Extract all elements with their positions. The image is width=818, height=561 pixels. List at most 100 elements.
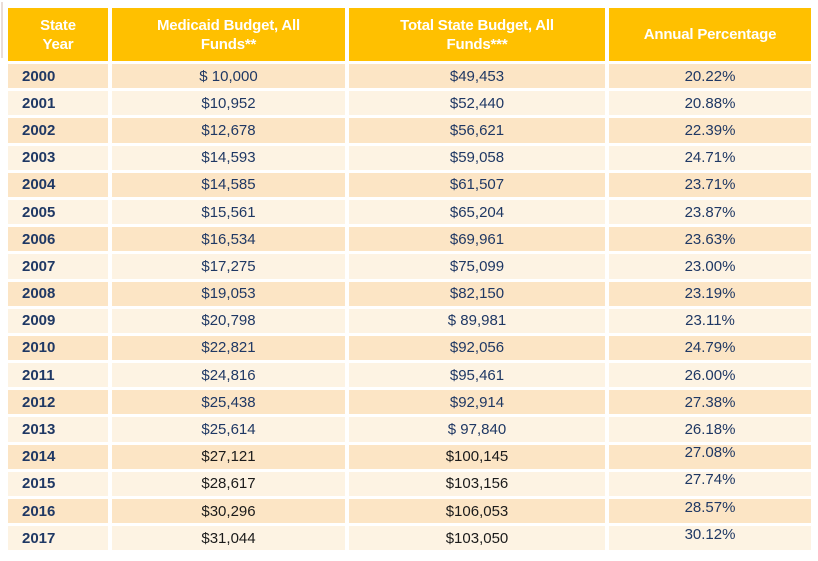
medicaid-budget-cell: $16,534	[112, 227, 345, 252]
header-row: State Year Medicaid Budget, All Funds** …	[8, 8, 811, 61]
annual-percentage-cell: 23.87%	[609, 199, 811, 225]
annual-percentage-cell-text: 24.71%	[684, 149, 736, 167]
total-budget-cell-text: $69,961	[449, 230, 505, 248]
total-budget-cell-text: $56,621	[449, 121, 505, 139]
table-row: 2009 $20,798 $ 89,981 23.11%	[8, 308, 811, 333]
total-budget-cell: $103,156	[349, 471, 605, 496]
medicaid-budget-cell-text: $12,678	[201, 121, 256, 139]
year-cell: 2003	[8, 145, 108, 170]
year-cell-text: 2009	[22, 312, 56, 330]
total-budget-cell-text: $92,914	[449, 393, 505, 411]
medicaid-budget-cell: $25,614	[112, 417, 345, 442]
year-cell-text: 2012	[22, 393, 56, 411]
total-budget-cell-text: $82,150	[449, 285, 505, 303]
table-body: 2000 $ 10,000 $49,453 20.22% 2001 $10,952 $52,…	[8, 64, 811, 551]
annual-percentage-cell: 20.22%	[609, 64, 811, 89]
annual-percentage-cell-text: 23.00%	[684, 257, 736, 275]
year-cell: 2007	[8, 254, 108, 279]
year-cell-text: 2006	[22, 230, 56, 248]
annual-percentage-cell-text: 28.57%	[684, 498, 736, 516]
total-budget-cell-text: $106,053	[445, 502, 509, 520]
year-cell-text: 2000	[22, 67, 56, 85]
total-budget-cell-text: $ 89,981	[447, 312, 507, 330]
table-row: 2014 $27,121 $100,145 27.08%	[8, 444, 811, 469]
total-budget-cell: $82,150	[349, 281, 605, 306]
medicaid-budget-cell: $28,617	[112, 471, 345, 496]
year-cell: 2000	[8, 64, 108, 89]
budget-table: State Year Medicaid Budget, All Funds** …	[4, 5, 815, 553]
table-row: 2004 $14,585 $61,507 23.71%	[8, 172, 811, 197]
table-row: 2002 $12,678 $56,621 22.39%	[8, 118, 811, 143]
annual-percentage-cell: 20.88%	[609, 91, 811, 116]
medicaid-budget-cell-text: $20,798	[201, 312, 256, 330]
medicaid-budget-cell: $15,561	[112, 199, 345, 225]
year-cell-text: 2007	[22, 257, 56, 275]
table-row: 2005 $15,561 $65,204 23.87%	[8, 199, 811, 225]
annual-percentage-cell-text: 23.87%	[684, 203, 736, 221]
medicaid-budget-cell: $14,585	[112, 172, 345, 197]
year-cell: 2001	[8, 91, 108, 116]
year-cell: 2002	[8, 118, 108, 143]
table-row: 2012 $25,438 $92,914 27.38%	[8, 390, 811, 415]
medicaid-budget-cell: $ 10,000	[112, 64, 345, 89]
year-cell: 2017	[8, 526, 108, 551]
year-cell: 2008	[8, 281, 108, 306]
annual-percentage-cell-text: 26.00%	[684, 366, 736, 384]
table-row: 2010 $22,821 $92,056 24.79%	[8, 335, 811, 361]
total-budget-cell: $ 97,840	[349, 417, 605, 442]
medicaid-budget-cell: $12,678	[112, 118, 345, 143]
year-cell: 2012	[8, 390, 108, 415]
year-cell-text: 2004	[22, 176, 56, 194]
medicaid-budget-cell-text: $28,617	[201, 475, 256, 493]
medicaid-budget-cell-text: $30,296	[201, 502, 256, 520]
total-budget-cell-text: $65,204	[449, 203, 505, 221]
total-budget-cell: $92,056	[349, 335, 605, 361]
annual-percentage-cell-text: 27.38%	[684, 393, 736, 411]
year-cell-text: 2013	[22, 421, 56, 439]
year-cell: 2013	[8, 417, 108, 442]
year-cell-text: 2011	[22, 366, 55, 384]
total-budget-cell: $65,204	[349, 199, 605, 225]
total-budget-cell-text: $92,056	[449, 339, 505, 357]
medicaid-budget-cell: $10,952	[112, 91, 345, 116]
annual-percentage-cell: 30.12%	[609, 525, 811, 551]
year-cell-text: 2016	[22, 502, 56, 520]
medicaid-budget-cell: $31,044	[112, 526, 345, 551]
total-budget-cell: $75,099	[349, 254, 605, 279]
table-header: State Year Medicaid Budget, All Funds** …	[8, 8, 811, 61]
medicaid-budget-cell-text: $19,053	[201, 285, 256, 303]
annual-percentage-cell: 23.63%	[609, 227, 811, 252]
total-budget-cell: $ 89,981	[349, 308, 605, 333]
medicaid-budget-cell: $25,438	[112, 390, 345, 415]
total-budget-cell-text: $ 97,840	[447, 421, 507, 439]
total-budget-cell-text: $95,461	[449, 366, 505, 384]
total-budget-cell-text: $103,156	[445, 475, 509, 493]
total-budget-cell: $49,453	[349, 64, 605, 89]
year-cell-text: 2008	[22, 285, 56, 303]
medicaid-budget-cell-text: $17,275	[201, 257, 256, 275]
annual-percentage-cell-text: 23.63%	[684, 230, 736, 248]
annual-percentage-cell-text: 23.11%	[685, 312, 735, 330]
total-budget-cell-text: $59,058	[449, 149, 505, 167]
medicaid-budget-cell: $24,816	[112, 363, 345, 388]
total-budget-cell-text: $52,440	[449, 94, 505, 112]
annual-percentage-cell-text: 30.12%	[684, 525, 736, 543]
year-cell-text: 2015	[22, 475, 56, 493]
table-row: 2015 $28,617 $103,156 27.74%	[8, 471, 811, 496]
annual-percentage-cell-text: 20.88%	[684, 94, 736, 112]
annual-percentage-cell-text: 20.22%	[684, 67, 736, 85]
col-header-total-state-budget: Total State Budget, All Funds***	[349, 8, 605, 61]
table-row: 2013 $25,614 $ 97,840 26.18%	[8, 417, 811, 442]
annual-percentage-cell-text: 27.08%	[684, 444, 736, 462]
table-row: 2000 $ 10,000 $49,453 20.22%	[8, 64, 811, 89]
annual-percentage-cell: 24.71%	[609, 145, 811, 170]
medicaid-budget-cell-text: $27,121	[201, 448, 256, 466]
medicaid-budget-cell: $14,593	[112, 145, 345, 170]
annual-percentage-cell: 23.19%	[609, 281, 811, 306]
medicaid-budget-cell-text: $10,952	[201, 94, 256, 112]
medicaid-budget-cell: $17,275	[112, 254, 345, 279]
annual-percentage-cell: 26.18%	[609, 417, 811, 442]
medicaid-budget-cell: $20,798	[112, 308, 345, 333]
year-cell: 2005	[8, 199, 108, 225]
table-row: 2001 $10,952 $52,440 20.88%	[8, 91, 811, 116]
